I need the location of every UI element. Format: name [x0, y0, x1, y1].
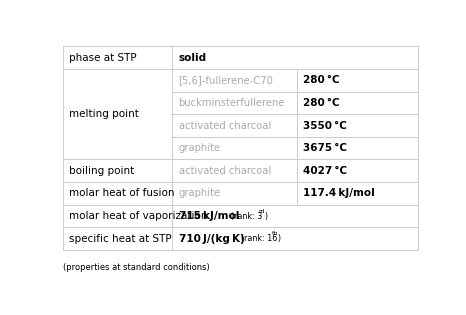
Text: (properties at standard conditions): (properties at standard conditions) [62, 262, 209, 272]
Text: 117.4 kJ/mol: 117.4 kJ/mol [303, 188, 375, 198]
Text: activated charcoal: activated charcoal [178, 166, 271, 176]
Text: rd: rd [259, 209, 265, 214]
Text: activated charcoal: activated charcoal [178, 121, 271, 130]
Text: graphite: graphite [178, 143, 220, 153]
Text: boiling point: boiling point [69, 166, 134, 176]
Text: 280 °C: 280 °C [303, 75, 340, 85]
Text: melting point: melting point [69, 109, 139, 119]
Text: 280 °C: 280 °C [303, 98, 340, 108]
Text: th: th [272, 231, 278, 236]
Text: specific heat at STP: specific heat at STP [69, 234, 171, 244]
Text: molar heat of vaporization: molar heat of vaporization [69, 211, 207, 221]
Text: 3675 °C: 3675 °C [303, 143, 347, 153]
Text: ): ) [264, 212, 267, 220]
Text: (rank: 3: (rank: 3 [231, 212, 262, 220]
Text: molar heat of fusion: molar heat of fusion [69, 188, 175, 198]
Text: [5,6]-fullerene-C70: [5,6]-fullerene-C70 [178, 75, 274, 85]
Text: phase at STP: phase at STP [69, 53, 137, 63]
Text: 4027 °C: 4027 °C [303, 166, 347, 176]
Text: buckminsterfullerene: buckminsterfullerene [178, 98, 285, 108]
Text: 715 kJ/mol: 715 kJ/mol [178, 211, 239, 221]
Text: (rank: 16: (rank: 16 [241, 234, 277, 243]
Text: 710 J/(kg K): 710 J/(kg K) [178, 234, 244, 244]
Text: 3550 °C: 3550 °C [303, 121, 347, 130]
Text: solid: solid [178, 53, 206, 63]
Text: graphite: graphite [178, 188, 220, 198]
Text: ): ) [277, 234, 280, 243]
